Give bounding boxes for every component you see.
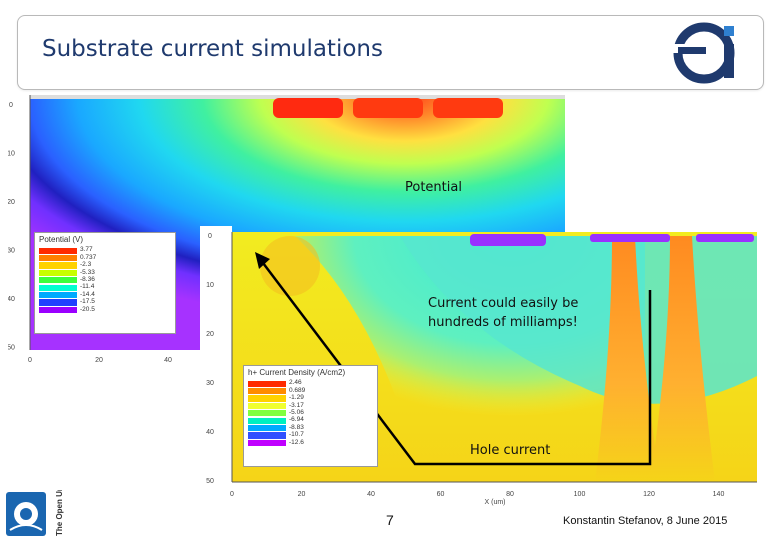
potential-legend-swatch-0 — [39, 247, 77, 254]
potential-legend-row-2: -2.3 — [39, 262, 96, 269]
current-legend-row-0: 2.46 — [248, 380, 305, 387]
potential-legend: Potential (V) 3.77 0.737 -2.3 -5.33 -8.36 -11… — [34, 232, 176, 334]
potential-y-tick-3: 30 — [8, 248, 15, 255]
current-legend-swatch-3 — [248, 402, 286, 409]
current-y-tick-2: 20 — [206, 331, 214, 338]
potential-legend-value-7: -17.5 — [80, 298, 95, 306]
current-legend-row-5: -6.94 — [248, 417, 305, 424]
current-legend-row-6: -8.83 — [248, 423, 305, 432]
potential-legend-row-6: -14.4 — [39, 290, 96, 299]
current-legend-swatch-2 — [248, 395, 286, 402]
potential-legend-title: Potential (V) — [39, 235, 84, 244]
potential-legend-value-5: -11.4 — [80, 283, 95, 291]
current-x-tick-7: 140 — [713, 491, 725, 498]
potential-x-tick-0: 0 — [28, 357, 32, 364]
author-date: Konstantin Stefanov, 8 June 2015 — [563, 515, 728, 527]
potential-y-tick-2: 20 — [8, 199, 15, 206]
open-university-text: The Open University — [55, 490, 64, 536]
current-x-tick-1: 20 — [298, 491, 306, 498]
current-legend-value-7: -10.7 — [289, 431, 304, 439]
potential-legend-row-0: 3.77 — [39, 247, 96, 254]
potential-legend-value-0: 3.77 — [80, 246, 93, 254]
potential-legend-swatch-1 — [39, 254, 77, 262]
slide-title: Substrate current simulations — [42, 36, 383, 62]
hole-current-label: Hole current — [470, 443, 551, 458]
potential-y-tick-1: 10 — [8, 151, 15, 158]
current-legend: h+ Current Density (A/cm2) 2.46 0.689 -1.2… — [243, 365, 378, 467]
potential-legend-rows: 3.77 0.737 -2.3 -5.33 -8.36 -11.4 -14.4 -17.5 -2… — [39, 247, 96, 314]
current-legend-swatch-1 — [248, 387, 286, 395]
potential-legend-row-3: -5.33 — [39, 269, 96, 276]
current-x-axis-label: X (um) — [485, 499, 506, 506]
potential-y-tick-4: 40 — [8, 296, 15, 303]
current-x-tick-4: 80 — [506, 491, 514, 498]
potential-legend-swatch-7 — [39, 299, 77, 306]
potential-x-tick-2: 40 — [164, 357, 172, 364]
current-legend-swatch-0 — [248, 380, 286, 387]
current-y-tick-1: 10 — [206, 282, 214, 289]
current-legend-row-4: -5.06 — [248, 409, 305, 417]
current-legend-value-3: -3.17 — [289, 401, 304, 409]
current-legend-value-0: 2.46 — [289, 379, 302, 387]
potential-y-tick-0: 0 — [9, 102, 13, 109]
current-x-tick-0: 0 — [230, 491, 234, 498]
potential-legend-row-4: -8.36 — [39, 276, 96, 284]
current-y-tick-4: 40 — [206, 429, 214, 436]
ei-logo-icon — [668, 22, 735, 84]
current-y-tick-0: 0 — [208, 233, 212, 240]
current-legend-rows: 2.46 0.689 -1.29 -3.17 -5.06 -6.94 -8.83 -10.7-… — [248, 380, 305, 447]
potential-legend-swatch-4 — [39, 277, 77, 284]
current-legend-row-3: -3.17 — [248, 402, 305, 409]
current-legend-value-1: 0.689 — [289, 386, 306, 394]
svg-text:The Open University: The Open University — [55, 490, 64, 536]
hole-current-arrowhead — [255, 252, 270, 269]
potential-legend-value-2: -2.3 — [80, 261, 92, 269]
potential-legend-swatch-5 — [39, 284, 77, 291]
current-x-tick-5: 100 — [574, 491, 586, 498]
current-x-tick-2: 40 — [367, 491, 375, 498]
page-number: 7 — [386, 512, 394, 528]
potential-legend-swatch-8 — [39, 306, 77, 313]
current-y-tick-5: 50 — [206, 478, 214, 485]
current-legend-swatch-7 — [248, 432, 286, 439]
current-y-tick-3: 30 — [206, 380, 214, 387]
current-legend-row-1: 0.689 — [248, 386, 306, 395]
potential-legend-value-4: -8.36 — [80, 276, 95, 283]
potential-y-tick-5: 50 — [8, 345, 15, 352]
current-legend-swatch-5 — [248, 417, 286, 424]
current-legend-value-8: -12.6 — [289, 438, 304, 446]
potential-legend-row-5: -11.4 — [39, 284, 96, 291]
open-university-logo-icon — [6, 492, 46, 536]
current-legend-value-5: -6.94 — [289, 416, 304, 424]
current-legend-value-6: -8.83 — [289, 423, 304, 431]
potential-legend-row-1: 0.737 — [39, 253, 97, 262]
current-annotation: Current could easily be hundreds of mill… — [428, 296, 579, 330]
current-legend-row-7: -10.7 — [248, 432, 305, 439]
potential-legend-swatch-2 — [39, 262, 77, 269]
potential-legend-row-7: -17.5 — [39, 299, 96, 306]
potential-x-tick-1: 20 — [95, 357, 103, 364]
current-x-tick-3: 60 — [437, 491, 445, 498]
current-legend-title: h+ Current Density (A/cm2) — [248, 368, 346, 377]
potential-legend-swatch-6 — [39, 291, 77, 299]
potential-legend-value-8: -20.5 — [80, 305, 95, 313]
potential-legend-swatch-3 — [39, 269, 77, 276]
hole-current-path — [259, 258, 652, 466]
slide-title-bar: Substrate current simulations — [17, 15, 764, 90]
potential-legend-value-1: 0.737 — [80, 253, 97, 261]
potential-legend-row-8: -20.5 — [39, 306, 96, 313]
current-legend-swatch-8 — [248, 439, 286, 446]
current-legend-row-8: -12.6 — [248, 439, 305, 446]
current-legend-value-4: -5.06 — [289, 409, 304, 416]
current-legend-value-2: -1.29 — [289, 394, 304, 402]
current-legend-row-2: -1.29 — [248, 395, 305, 402]
current-legend-swatch-6 — [248, 424, 286, 432]
potential-label: Potential — [405, 180, 462, 195]
potential-legend-value-3: -5.33 — [80, 268, 95, 276]
current-x-tick-6: 120 — [643, 491, 655, 498]
potential-legend-value-6: -14.4 — [80, 290, 95, 298]
current-legend-swatch-4 — [248, 410, 286, 417]
